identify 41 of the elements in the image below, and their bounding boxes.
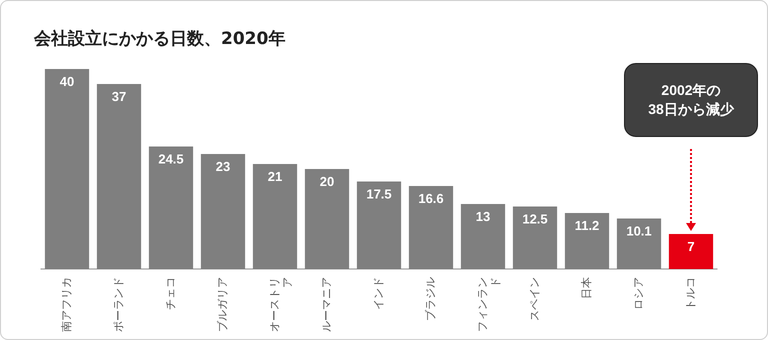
- data-label: 16.6: [418, 191, 444, 206]
- x-tick-label: トルコ: [684, 277, 697, 310]
- x-tick-label: フィンランド: [476, 277, 502, 332]
- data-label: 17.5: [366, 186, 392, 202]
- x-tick-label: スペイン: [528, 277, 541, 321]
- bar: [616, 218, 662, 269]
- bar: [408, 186, 454, 269]
- bar: [356, 182, 402, 269]
- data-label: 10.1: [626, 224, 652, 239]
- bar: [252, 164, 298, 269]
- data-label: 12.5: [522, 212, 548, 227]
- data-label: 13: [476, 209, 490, 224]
- bar: [668, 234, 714, 269]
- x-tick-label: ポーランド: [112, 277, 125, 332]
- callout-box: 2002年の 38日から減少: [624, 63, 758, 137]
- bar: [96, 84, 142, 269]
- bar: [200, 154, 246, 269]
- data-label: 21: [268, 169, 282, 184]
- data-label: 23: [216, 159, 230, 174]
- x-tick-label: ブラジル: [424, 277, 437, 321]
- bar: [44, 69, 90, 269]
- bar: [564, 213, 610, 269]
- x-tick-label: ルーマニア: [320, 277, 333, 332]
- data-label: 40: [60, 74, 74, 90]
- data-label: 37: [112, 89, 126, 104]
- x-tick-label: 南アフリカ: [60, 277, 73, 332]
- x-tick-label: 日本: [580, 277, 593, 299]
- x-tick-label: インド: [372, 277, 385, 310]
- x-tick-label: オーストリア: [268, 277, 294, 332]
- bar: [148, 146, 194, 269]
- x-tick-label: ブルガリア: [216, 277, 229, 332]
- data-label: 20: [320, 174, 334, 190]
- bar: [512, 206, 558, 269]
- chart-title: 会社設立にかかる日数、2020年: [34, 28, 286, 50]
- x-tick-label: ロシア: [632, 277, 645, 310]
- x-tick-label: チェコ: [164, 277, 177, 310]
- bar: [304, 169, 350, 269]
- data-label: 7: [687, 239, 695, 254]
- data-label: 24.5: [158, 152, 184, 167]
- bar: [460, 204, 506, 269]
- data-label: 11.2: [574, 218, 600, 234]
